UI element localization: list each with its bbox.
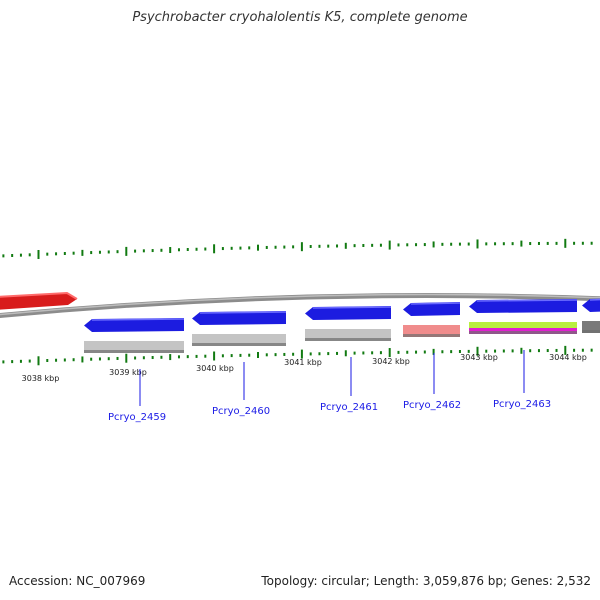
position-label: 3040 kbp (196, 364, 234, 373)
position-label: 3043 kbp (460, 353, 498, 362)
gene-arrow-highlight (0, 291, 78, 300)
cds-bar-shadow (305, 338, 391, 341)
gene-arrow-reverse (469, 299, 577, 313)
backbone-highlight (0, 293, 600, 316)
gene-arrow-forward (0, 293, 77, 310)
cds-bar (469, 322, 577, 328)
gene-arrow-highlight (410, 302, 461, 305)
gene-label: Pcryo_2459 (108, 412, 166, 423)
gene-label: Pcryo_2463 (493, 399, 551, 410)
gene-arrow-highlight (476, 299, 578, 302)
gene-features (0, 291, 600, 353)
gene-arrow-reverse (403, 302, 460, 316)
gene-arrow-reverse (84, 318, 184, 332)
gene-arrow-highlight (589, 298, 600, 301)
gene-label: Pcryo_2460 (212, 406, 270, 417)
position-label: 3044 kbp (549, 353, 587, 362)
gene-arrow-reverse (582, 298, 600, 312)
position-label: 3038 kbp (22, 374, 60, 383)
position-labels: 3038 kbp 3039 kbp 3040 kbp 3041 kbp 3042 kbp… (22, 353, 587, 383)
cds-bar-shadow (192, 343, 286, 346)
cds-bar-shadow (403, 334, 460, 337)
gene-arrow-highlight (312, 306, 392, 309)
position-label: 3039 kbp (109, 368, 147, 377)
gene-arrow-highlight (91, 318, 185, 321)
gene-label: Pcryo_2461 (320, 402, 378, 413)
gene-label: Pcryo_2462 (403, 400, 461, 411)
position-label: 3041 kbp (284, 358, 322, 367)
upper-tick-marks (2, 238, 593, 259)
map-title: Psychrobacter cryohalolentis K5, complet… (132, 10, 468, 25)
cds-bar-shadow (582, 330, 600, 333)
gene-arrow-reverse (305, 306, 391, 320)
accession-text: Accession: NC_007969 (9, 574, 146, 588)
genome-backbone (0, 292, 600, 319)
gene-labels: Pcryo_2459 Pcryo_2460 Pcryo_2461 Pcryo_2462… (108, 350, 551, 423)
gene-arrow-highlight (199, 311, 287, 314)
cds-bar-shadow (469, 331, 577, 334)
gene-arrow-reverse (192, 311, 286, 325)
position-label: 3042 kbp (372, 357, 410, 366)
cds-bar-shadow (84, 350, 184, 353)
backbone-outer (0, 292, 600, 319)
genome-stats-text: Topology: circular; Length: 3,059,876 bp… (261, 574, 591, 588)
